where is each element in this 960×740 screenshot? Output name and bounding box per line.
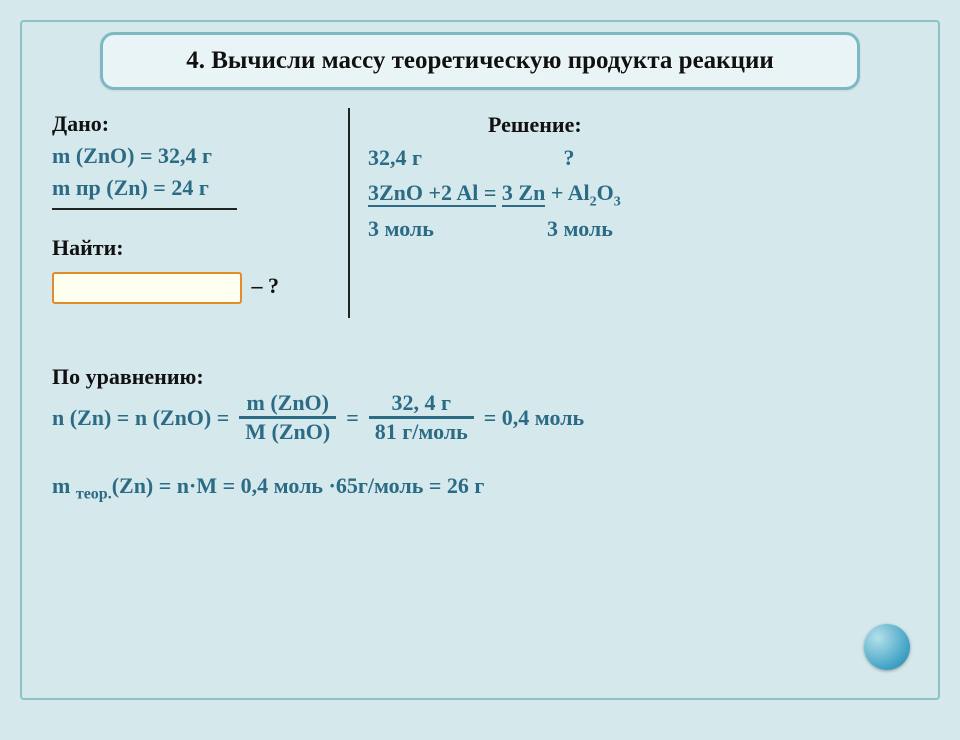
mline-sub: теор.: [76, 485, 112, 502]
frac2-top: 32, 4 г: [386, 390, 458, 416]
given-divider: [52, 208, 237, 210]
given-solution-row: Дано: m (ZnO) = 32,4 г m пр (Zn) = 24 г …: [52, 108, 908, 318]
given-line-2: m пр (Zn) = 24 г: [52, 172, 342, 204]
frac1-top: m (ZnO): [241, 390, 336, 416]
solution-top-values: 32,4 г ?: [368, 141, 575, 174]
slide-title: 4. Вычисли массу теоретическую продукта …: [123, 47, 837, 75]
eq-rhs1: 3 Zn: [502, 180, 545, 205]
calculation-block: По уравнению: n (Zn) = n (ZnO) = m (ZnO)…: [52, 364, 908, 445]
sol-top-left: 32,4 г: [368, 141, 558, 174]
by-equation-label: По уравнению:: [52, 364, 908, 390]
given-block: Дано: m (ZnO) = 32,4 г m пр (Zn) = 24 г …: [52, 108, 342, 318]
frac1-bot: M (ZnO): [239, 419, 336, 445]
find-block: Найти: – ?: [52, 232, 342, 304]
fraction-2: 32, 4 г 81 г/моль: [369, 390, 474, 445]
n-zn-row: n (Zn) = n (ZnO) = m (ZnO) M (ZnO) = 32,…: [52, 390, 908, 445]
next-slide-button[interactable]: [864, 624, 910, 670]
slide-frame: 4. Вычисли массу теоретическую продукта …: [20, 20, 940, 700]
given-line-1: m (ZnO) = 32,4 г: [52, 140, 342, 172]
equals-1: =: [346, 405, 359, 431]
solution-block: Решение: 32,4 г ? 3ZnO +2 Al = 3 Zn + Al…: [368, 108, 621, 318]
eq-o: O: [597, 180, 614, 205]
mline-rest: (Zn) = n·M = 0,4 моль ·65г/моль = 26 г: [112, 473, 485, 498]
mline-pre: m: [52, 473, 76, 498]
frac2-bot: 81 г/моль: [369, 419, 474, 445]
mol-left: 3 моль: [368, 212, 444, 245]
fraction-1: m (ZnO) M (ZnO): [239, 390, 336, 445]
eq-sub2: 3: [614, 194, 621, 209]
title-box: 4. Вычисли массу теоретическую продукта …: [100, 32, 860, 90]
mol-row: 3 моль 3 моль: [368, 212, 621, 245]
solution-label: Решение:: [488, 108, 621, 141]
nzn-lhs: n (Zn) = n (ZnO) =: [52, 405, 229, 431]
eq-rhs2: + Al: [545, 180, 589, 205]
reaction-equation: 3ZnO +2 Al = 3 Zn + Al2O3: [368, 176, 621, 212]
eq-sub1: 2: [590, 194, 597, 209]
find-question: – ?: [252, 273, 280, 298]
mass-theoretical-line: m теор.(Zn) = n·M = 0,4 моль ·65г/моль =…: [52, 473, 908, 503]
eq-lhs: 3ZnO +2 Al =: [368, 180, 496, 205]
find-label: Найти:: [52, 232, 342, 264]
vertical-divider: [348, 108, 350, 318]
nzn-result: = 0,4 моль: [484, 405, 584, 431]
given-label: Дано:: [52, 108, 342, 140]
mol-right: 3 моль: [547, 212, 613, 245]
sol-top-right: ?: [564, 145, 575, 170]
find-blank-box[interactable]: [52, 272, 242, 304]
